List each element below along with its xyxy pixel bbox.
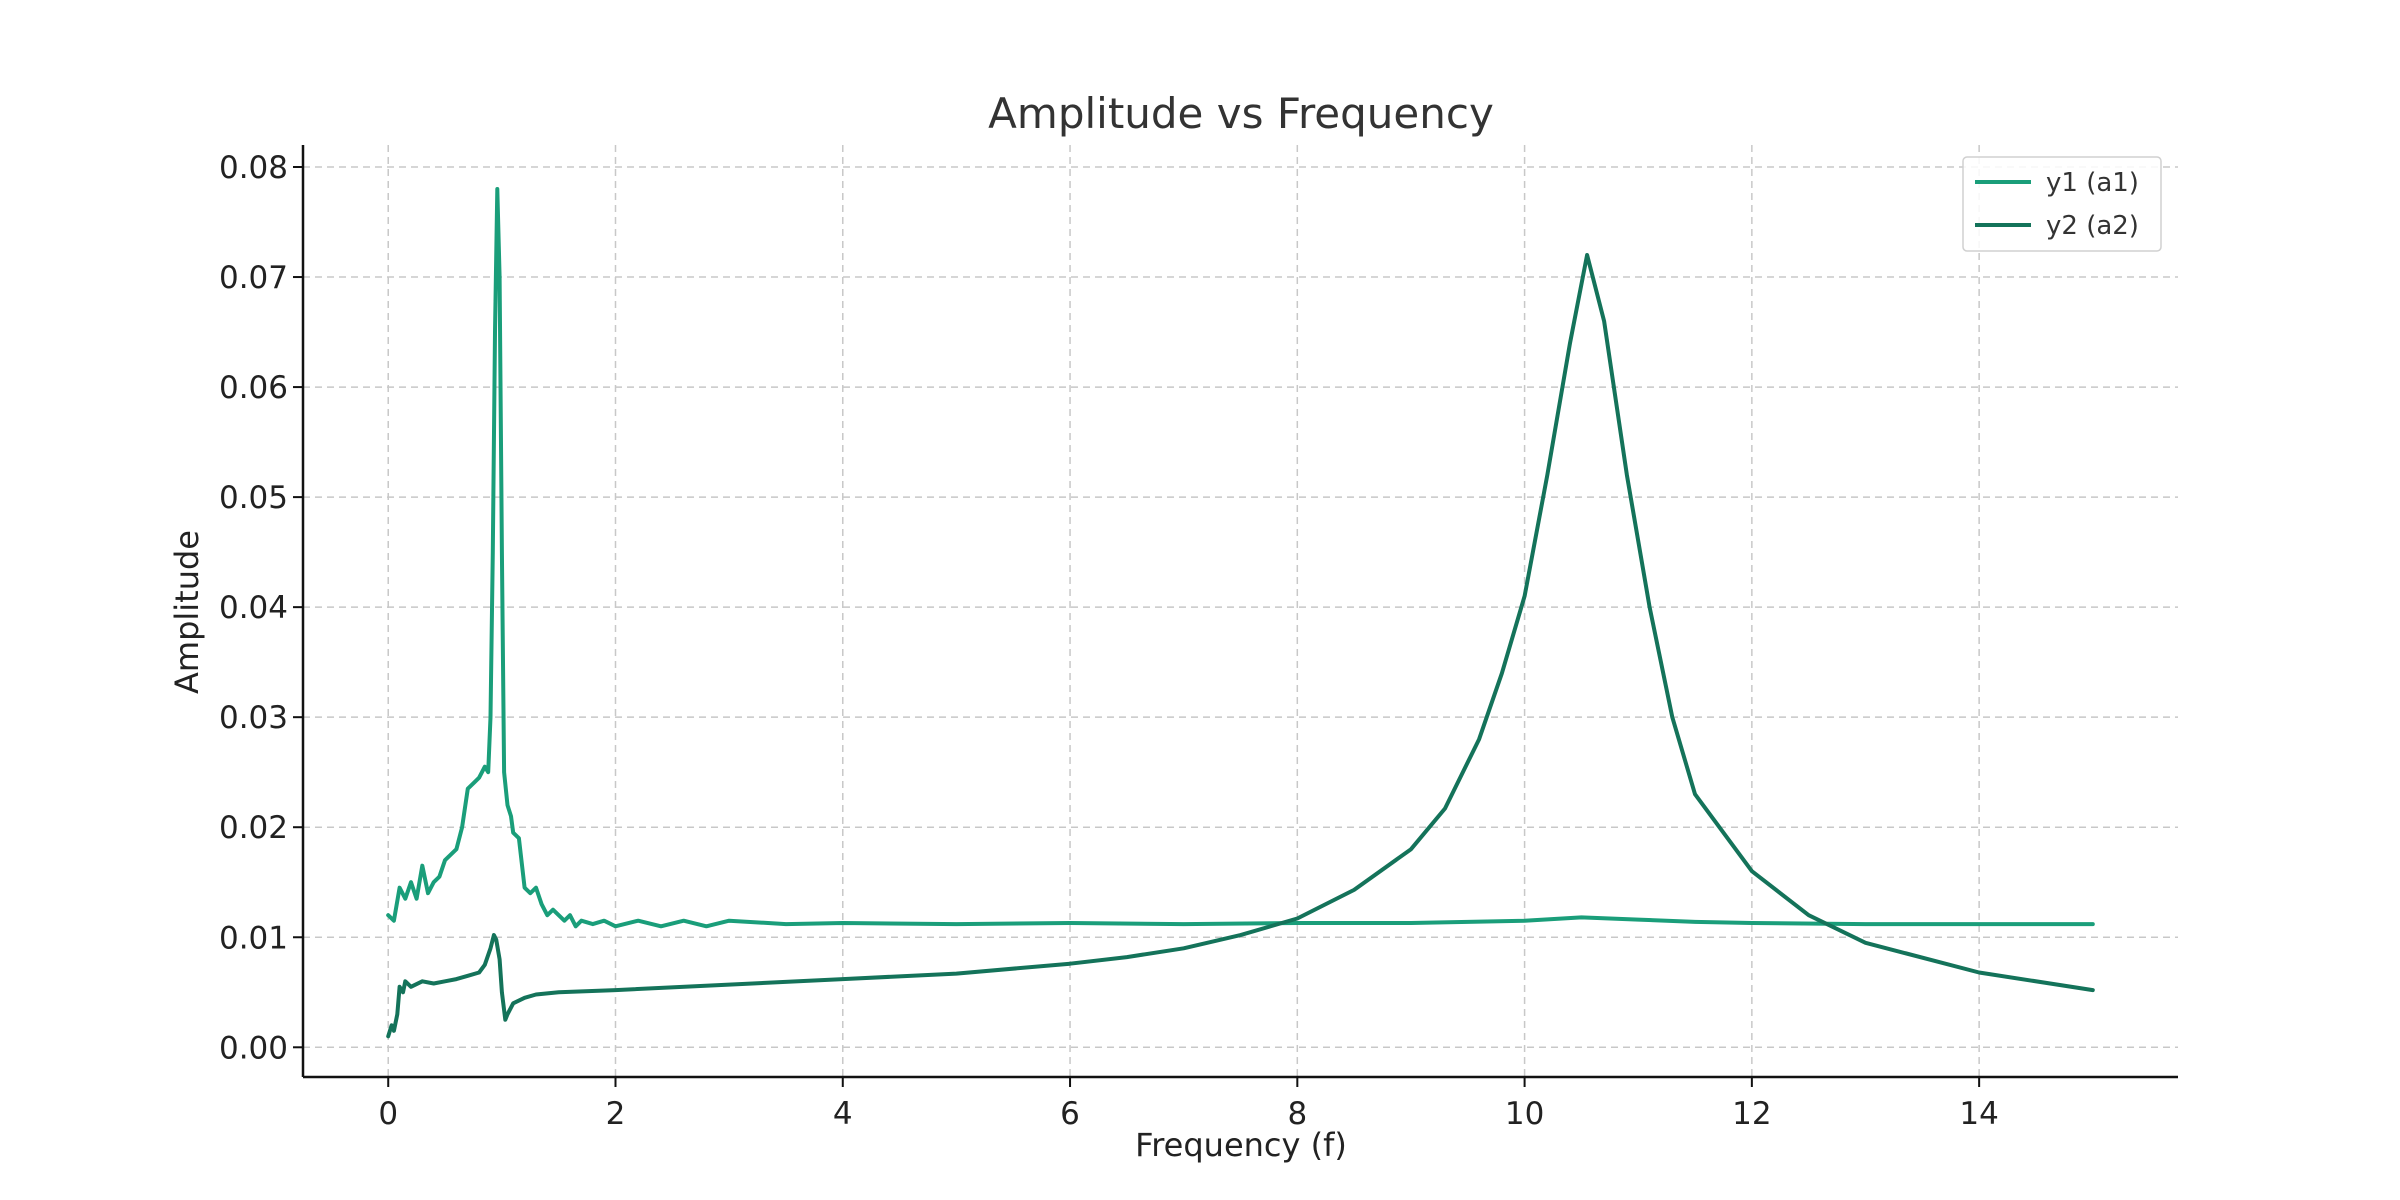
y-tick-label: 0.01 xyxy=(219,920,288,956)
y-tick-label: 0.03 xyxy=(219,700,288,736)
x-axis-label: Frequency (f) xyxy=(1135,1126,1347,1164)
x-tick-label: 2 xyxy=(606,1096,626,1132)
series-line-2 xyxy=(386,253,2095,1039)
series-line-1 xyxy=(386,187,2095,929)
x-tick-label: 4 xyxy=(833,1096,853,1132)
chart-title: Amplitude vs Frequency xyxy=(988,89,1494,138)
grid xyxy=(303,145,2178,1077)
ticks: 0 2 4 6 8 10 12 14 0.00 0.01 0.02 0.03 0.04 0.05 0.06 0… xyxy=(219,150,1999,1132)
y-tick-label: 0.07 xyxy=(219,260,288,296)
legend: y1 (a1) y2 (a2) xyxy=(1962,156,2162,252)
y-axis-label: Amplitude xyxy=(168,530,206,694)
y-tick-label: 0.05 xyxy=(219,480,288,516)
x-tick-label: 10 xyxy=(1505,1096,1544,1132)
series-lines xyxy=(386,187,2095,1039)
y-tick-label: 0.06 xyxy=(219,370,288,406)
x-tick-label: 6 xyxy=(1060,1096,1080,1132)
y-tick-label: 0.00 xyxy=(219,1030,288,1066)
y-tick-label: 0.08 xyxy=(219,150,288,186)
legend-label-1: y1 (a1) xyxy=(2046,168,2139,198)
y-tick-label: 0.02 xyxy=(219,810,288,846)
legend-label-2: y2 (a2) xyxy=(2046,211,2139,241)
x-tick-label: 12 xyxy=(1732,1096,1771,1132)
x-tick-label: 0 xyxy=(378,1096,398,1132)
y-tick-label: 0.04 xyxy=(219,590,288,626)
x-tick-label: 8 xyxy=(1287,1096,1307,1132)
x-tick-label: 14 xyxy=(1959,1096,1998,1132)
